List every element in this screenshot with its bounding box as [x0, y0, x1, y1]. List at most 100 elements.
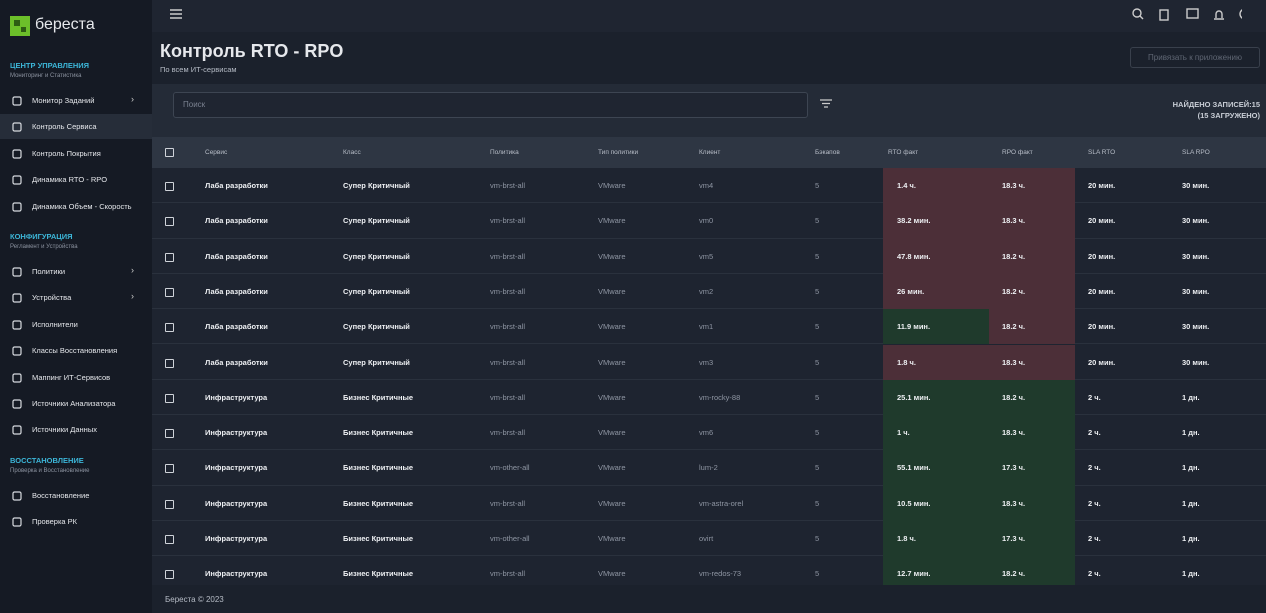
- cell: Лаба разработки: [205, 286, 268, 296]
- nav-item[interactable]: Контроль Сервиса: [0, 114, 152, 140]
- cell: VMware: [598, 569, 626, 579]
- nav-item[interactable]: Политики ›: [0, 259, 152, 284]
- cell: Бизнес Критичные: [343, 392, 414, 402]
- cell: vm2: [699, 286, 714, 296]
- nav-item[interactable]: Устройства ›: [0, 285, 152, 310]
- checkbox[interactable]: [165, 393, 174, 403]
- checkbox[interactable]: [165, 287, 174, 297]
- nav-item[interactable]: Маппинг ИТ-Сервисов: [0, 365, 152, 390]
- column-header: Сервис: [205, 149, 228, 156]
- section-subtitle: Проверка и Восстановление: [10, 467, 90, 474]
- toolbar-icons[interactable]: [1132, 8, 1242, 22]
- checkbox[interactable]: [165, 358, 174, 368]
- rpo-cell-bg: [989, 168, 1075, 204]
- column-header: Бэкапов: [815, 149, 840, 156]
- cell: 1 дн.: [1182, 463, 1200, 473]
- link-app-button[interactable]: Привязать к приложению: [1130, 47, 1260, 68]
- cell: vm-brst-all: [490, 216, 525, 226]
- checkbox[interactable]: [165, 323, 174, 333]
- cell: VMware: [598, 251, 626, 261]
- cell: 18.2 ч.: [1002, 569, 1026, 579]
- cell: 18.3 ч.: [1002, 216, 1026, 226]
- nav-item[interactable]: Восстановление: [0, 483, 152, 508]
- rpo-cell-bg: [989, 273, 1075, 310]
- table-row: Инфраструктура Бизнес Критичные vm-other-a…: [152, 450, 1266, 486]
- cell: vm1: [699, 322, 714, 332]
- cell: 5: [815, 392, 820, 402]
- cell: Бизнес Критичные: [343, 463, 414, 473]
- nav-icon: [12, 320, 22, 330]
- column-header: SLA RTO: [1088, 149, 1116, 156]
- cell: ovirt: [699, 534, 714, 543]
- nav-item[interactable]: Контроль Покрытия: [0, 141, 152, 166]
- cell: VMware: [598, 322, 626, 332]
- cell: 5: [815, 428, 820, 438]
- checkbox[interactable]: [165, 182, 174, 191]
- cell: lum-2: [699, 463, 718, 473]
- section-title: ВОССТАНОВЛЕНИЕ: [10, 455, 84, 465]
- cell: 30 мин.: [1182, 286, 1210, 296]
- cell: vm-other-all: [490, 534, 530, 543]
- cell: 18.3 ч.: [1002, 498, 1026, 508]
- cell: VMware: [598, 181, 626, 190]
- nav-item[interactable]: Исполнители: [0, 312, 152, 337]
- checkbox[interactable]: [165, 148, 174, 157]
- checkbox[interactable]: [165, 570, 174, 580]
- cell: 20 мин.: [1088, 322, 1116, 332]
- table-row: Инфраструктура Бизнес Критичные vm-brst-al…: [152, 485, 1266, 521]
- cell: vm-redos-73: [699, 569, 742, 579]
- checkbox[interactable]: [165, 252, 174, 262]
- section-title: КОНФИГУРАЦИЯ: [10, 232, 73, 241]
- nav-icon: [12, 149, 22, 159]
- cell: VMware: [598, 463, 626, 473]
- menu-icon[interactable]: [170, 9, 182, 19]
- column-header: RPO факт: [1002, 149, 1033, 156]
- cell: Бизнес Критичные: [343, 428, 414, 438]
- checkbox[interactable]: [165, 429, 174, 439]
- nav-item[interactable]: Динамика Объем - Скорость: [0, 194, 152, 219]
- topbar: [152, 0, 1266, 32]
- nav-icon: [12, 517, 22, 527]
- cell: vm-astra-orel: [699, 498, 744, 508]
- table-row: Лаба разработки Супер Критичный vm-brst-al…: [152, 309, 1266, 345]
- cell: 5: [815, 322, 820, 332]
- cell: 2 ч.: [1088, 569, 1101, 579]
- sidebar: береста ЦЕНТР УПРАВЛЕНИЯ Мониторинг и Ста…: [0, 0, 152, 613]
- cell: 30 мин.: [1182, 251, 1210, 261]
- cell: Бизнес Критичные: [343, 534, 414, 543]
- checkbox[interactable]: [165, 217, 174, 227]
- nav-label: Динамика Объем - Скорость: [32, 201, 132, 211]
- cell: vm-brst-all: [490, 322, 525, 332]
- table-row: Лаба разработки Супер Критичный vm-brst-al…: [152, 168, 1266, 204]
- nav-label: Динамика RTO - RPO: [32, 175, 108, 185]
- cell: Бизнес Критичные: [343, 498, 414, 508]
- nav-label: Восстановление: [32, 490, 90, 500]
- filter-icon[interactable]: [820, 99, 832, 108]
- nav-item[interactable]: Источники Анализатора: [0, 391, 152, 416]
- nav-item[interactable]: Классы Восстановления: [0, 338, 152, 363]
- rto-cell-bg: [883, 344, 989, 380]
- cell: Бизнес Критичные: [343, 569, 414, 579]
- cell: 20 мин.: [1088, 357, 1116, 367]
- cell: 1.4 ч.: [897, 181, 916, 190]
- cell: 18.2 ч.: [1002, 286, 1026, 296]
- nav-item[interactable]: Монитор Заданий ›: [0, 88, 152, 113]
- nav-item[interactable]: Динамика RTO - RPO: [0, 167, 152, 192]
- checkbox[interactable]: [165, 499, 174, 509]
- nav-label: Исполнители: [32, 319, 78, 329]
- cell: VMware: [598, 498, 626, 508]
- nav-item[interactable]: Источники Данных: [0, 417, 152, 442]
- cell: 18.2 ч.: [1002, 251, 1026, 261]
- checkbox[interactable]: [165, 535, 174, 544]
- cell: 5: [815, 357, 820, 367]
- cell: Лаба разработки: [205, 216, 268, 226]
- rto-cell-bg: [883, 415, 989, 451]
- search-input[interactable]: Поиск: [173, 92, 808, 118]
- nav-label: Контроль Сервиса: [32, 122, 97, 132]
- rpo-cell-bg: [989, 379, 1075, 416]
- cell: Лаба разработки: [205, 357, 268, 367]
- cell: 5: [815, 463, 820, 473]
- checkbox[interactable]: [165, 464, 174, 474]
- nav-item[interactable]: Проверка РК: [0, 509, 152, 534]
